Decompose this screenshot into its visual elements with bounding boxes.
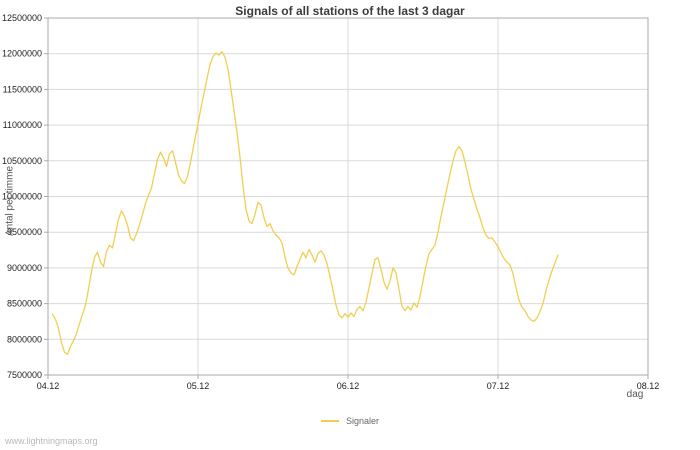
x-tick-label: 05.12 (187, 381, 210, 391)
series-line-signaler (51, 50, 559, 355)
y-tick-label: 12000000 (2, 49, 42, 59)
chart-title: Signals of all stations of the last 3 da… (235, 4, 465, 18)
y-tick-label: 9500000 (7, 227, 42, 237)
y-tick-label: 11000000 (3, 120, 42, 130)
legend: Signaler (0, 416, 700, 426)
y-tick-label: 9000000 (7, 263, 42, 273)
y-tick-label: 8000000 (7, 334, 42, 344)
legend-line-sample (320, 420, 339, 422)
watermark: www.lightningmaps.org (5, 436, 98, 446)
x-tick-label: 07.12 (487, 381, 510, 391)
y-tick-label: 8500000 (7, 299, 42, 309)
x-axis-label: dag (626, 389, 644, 400)
x-tick-label: 04.12 (37, 381, 60, 391)
x-tick-label: 06.12 (337, 381, 360, 391)
y-tick-label: 12500000 (2, 13, 42, 23)
x-tick-label: 08.12 (637, 381, 660, 391)
y-tick-label: 10000000 (2, 192, 42, 202)
y-tick-label: 10500000 (2, 156, 42, 166)
y-tick-label: 11500000 (3, 84, 42, 94)
legend-label: Signaler (345, 416, 380, 426)
y-tick-label: 7500000 (7, 370, 42, 380)
